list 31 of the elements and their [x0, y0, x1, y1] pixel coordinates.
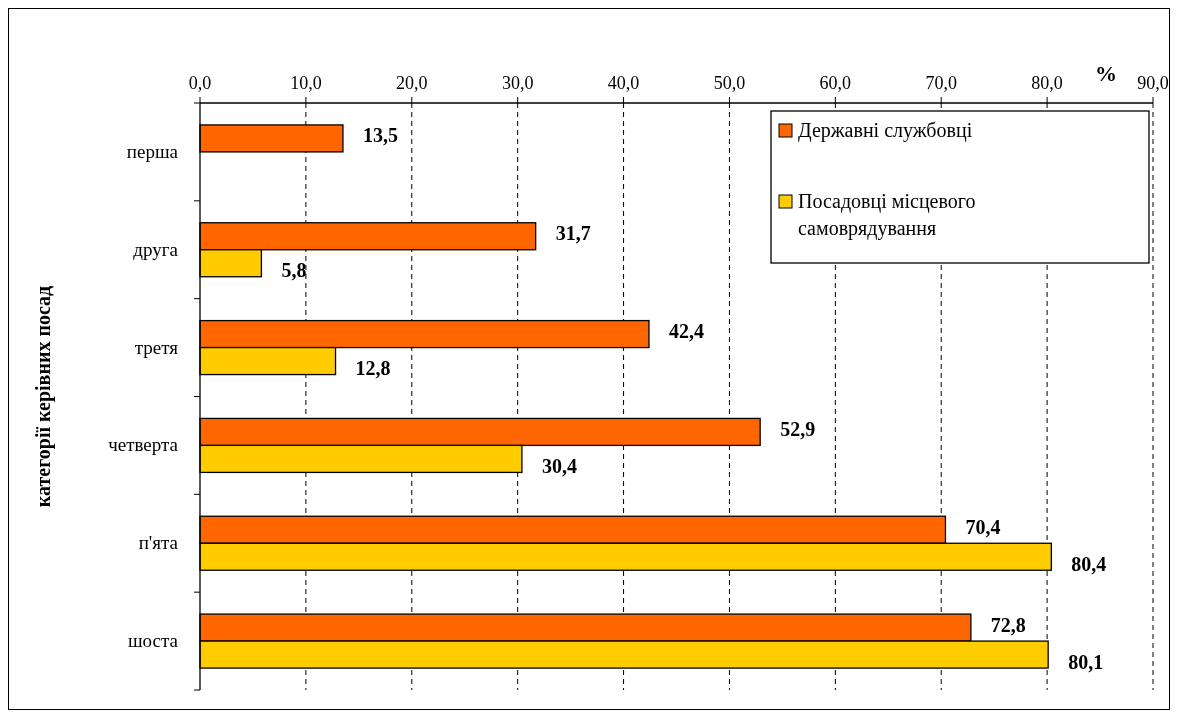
y-axis-title: категорії керівних посад [32, 285, 55, 508]
x-tick-label: 30,0 [501, 73, 534, 93]
y-tick-label: четверта [108, 434, 179, 456]
data-label: 31,7 [555, 222, 591, 245]
legend-label: Посадовці місцевого самоврядування [798, 190, 976, 240]
x-tick-label: 40,0 [607, 73, 640, 93]
x-tick-label: 10,0 [290, 73, 322, 93]
data-label: 12,8 [355, 357, 391, 380]
x-tick-label: 60,0 [819, 73, 852, 93]
data-label: 30,4 [541, 454, 577, 477]
x-axis-title: % [1095, 61, 1117, 86]
x-tick-label: 50,0 [713, 73, 746, 93]
x-tick-label: 20,0 [396, 73, 428, 93]
y-tick-label: шоста [127, 630, 179, 652]
data-label: 42,4 [668, 320, 704, 343]
x-tick-label: 0,0 [188, 73, 212, 93]
y-tick-label: третя [134, 336, 179, 358]
data-label: 52,9 [780, 417, 816, 440]
y-tick-label: друга [133, 238, 179, 260]
data-label: 13,5 [362, 124, 398, 147]
y-tick-label: п'ята [138, 532, 179, 554]
data-label: 80,1 [1068, 650, 1104, 673]
x-tick-label: 90,0 [1137, 73, 1169, 93]
x-tick-label: 70,0 [925, 73, 957, 93]
data-label: 80,4 [1071, 552, 1107, 575]
x-tick-label: 80,0 [1031, 73, 1063, 93]
data-label: 70,4 [965, 515, 1001, 538]
legend-label: Державні службовці [798, 119, 973, 142]
data-label: 72,8 [990, 613, 1026, 636]
y-tick-label: перша [126, 140, 179, 162]
data-label: 5,8 [281, 259, 307, 282]
